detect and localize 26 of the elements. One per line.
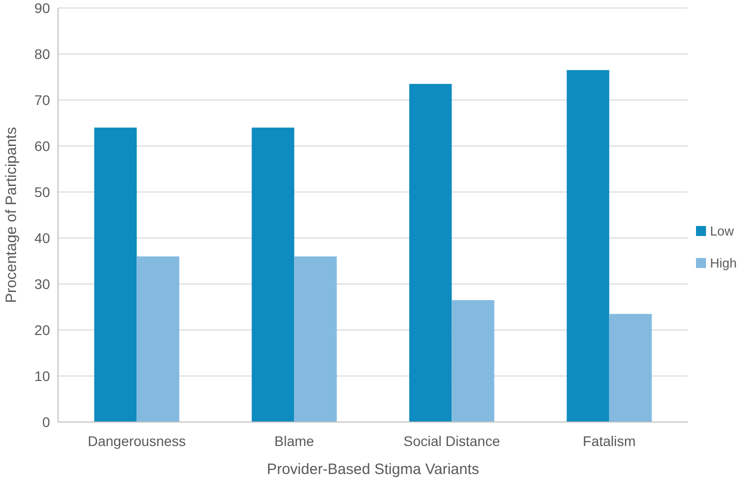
y-tick-label: 80: [34, 46, 50, 62]
bar: [452, 300, 494, 422]
y-tick-label: 70: [34, 92, 50, 108]
x-tick-label: Dangerousness: [88, 433, 186, 449]
legend-label: High: [710, 256, 737, 271]
bar: [409, 84, 452, 422]
y-tick-label: 50: [34, 184, 50, 200]
y-tick-label: 10: [34, 368, 50, 384]
y-tick-label: 40: [34, 230, 50, 246]
x-tick-label: Blame: [274, 433, 314, 449]
x-tick-label: Social Distance: [404, 433, 500, 449]
bar: [252, 128, 294, 422]
bar: [609, 314, 652, 422]
bar: [136, 256, 180, 422]
y-tick-label: 20: [34, 322, 50, 338]
legend-label: Low: [710, 224, 734, 239]
x-tick-label: Fatalism: [582, 433, 636, 449]
bar: [294, 256, 337, 422]
y-tick-label: 30: [34, 276, 50, 292]
y-tick-label: 60: [34, 138, 50, 154]
y-axis-title: Procentage of Participants: [3, 127, 20, 303]
bar: [566, 70, 610, 422]
x-axis-title: Provider-Based Stigma Variants: [266, 461, 480, 478]
y-tick-label: 90: [34, 0, 50, 16]
bar: [94, 128, 137, 422]
y-tick-label: 0: [42, 414, 50, 430]
